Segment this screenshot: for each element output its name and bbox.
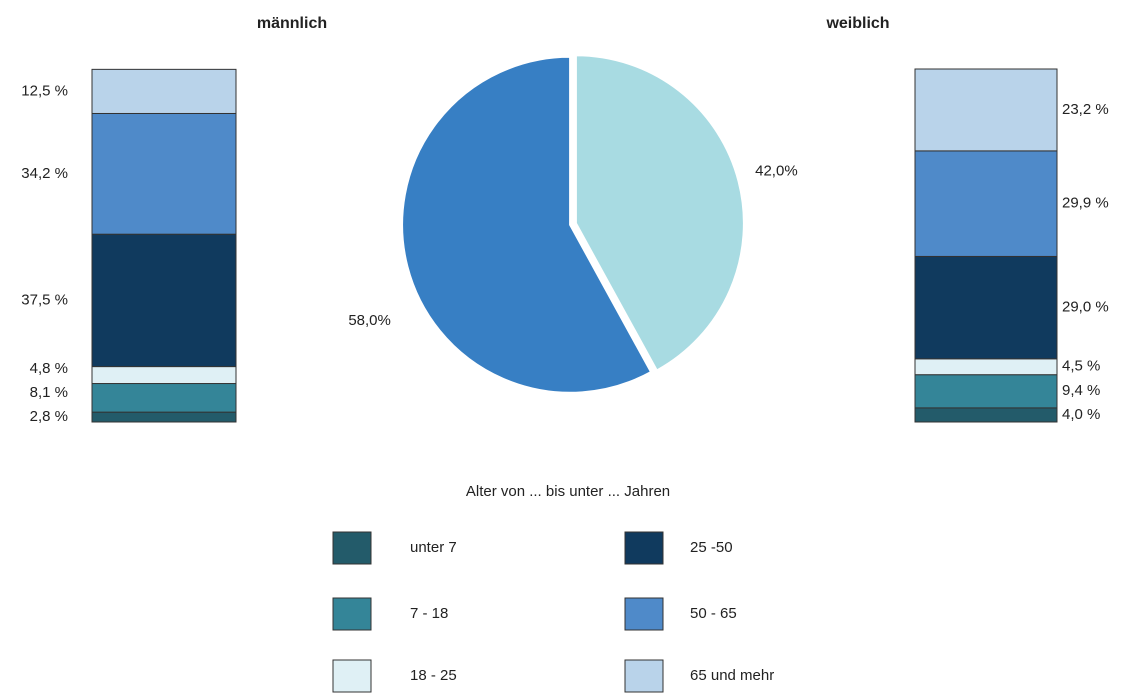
bar-segment: [91, 411, 237, 423]
bar-segment: [914, 150, 1058, 257]
legend-swatch: [332, 597, 372, 631]
bar-segment: [91, 383, 237, 413]
bar-segment: [914, 407, 1058, 423]
legend-title: Alter von ... bis unter ... Jahren: [466, 483, 670, 500]
legend-swatch: [624, 659, 664, 693]
legend-swatch: [332, 659, 372, 693]
legend-label: 7 - 18: [410, 605, 448, 622]
bar-segment: [914, 358, 1058, 376]
bar-title: männlich: [257, 15, 327, 32]
bar-segment: [91, 366, 237, 385]
data-label: 42,0%: [755, 163, 798, 180]
data-label: 4,8 %: [30, 360, 68, 377]
pie-slice: [401, 55, 653, 394]
data-label: 58,0%: [348, 312, 391, 329]
data-label: 8,1 %: [30, 384, 68, 401]
bar-segment: [91, 112, 237, 235]
data-label: 12,5 %: [21, 82, 68, 99]
bar-title: weiblich: [825, 15, 889, 32]
data-label: 4,5 %: [1062, 358, 1100, 375]
legend-label: 25 -50: [690, 539, 733, 556]
data-label: 37,5 %: [21, 291, 68, 308]
bar-segment: [914, 255, 1058, 360]
legend-label: 18 - 25: [410, 667, 457, 684]
legend-label: 50 - 65: [690, 605, 737, 622]
data-label: 34,2 %: [21, 165, 68, 182]
legend-swatch: [332, 531, 372, 565]
data-label: 2,8 %: [30, 408, 68, 425]
bar-segment: [914, 374, 1058, 409]
legend-swatch: [624, 597, 664, 631]
data-label: 29,0 %: [1062, 299, 1109, 316]
legend-label: unter 7: [410, 539, 457, 556]
data-label: 23,2 %: [1062, 101, 1109, 118]
legend-swatch: [624, 531, 664, 565]
data-label: 4,0 %: [1062, 406, 1100, 423]
pie-slice: [574, 54, 745, 372]
legend-label: 65 und mehr: [690, 667, 774, 684]
bar-segment: [914, 68, 1058, 152]
bar-segment: [91, 233, 237, 368]
data-label: 29,9 %: [1062, 195, 1109, 212]
data-label: 9,4 %: [1062, 382, 1100, 399]
bar-segment: [91, 68, 237, 114]
